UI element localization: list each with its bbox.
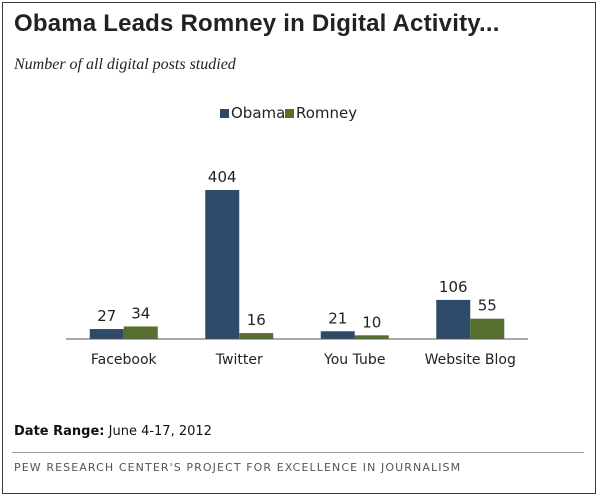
bar-romney-facebook	[123, 326, 158, 339]
data-label-romney-facebook: 34	[131, 304, 150, 322]
date-range-value: June 4-17, 2012	[108, 424, 212, 439]
data-label-obama-facebook: 27	[97, 307, 116, 325]
legend-label-obama: Obama	[231, 104, 285, 122]
bar-obama-website-blog	[436, 299, 471, 339]
chart-title: Obama Leads Romney in Digital Activity..…	[14, 10, 500, 37]
chart-subtitle: Number of all digital posts studied	[14, 56, 236, 73]
data-label-obama-twitter: 404	[208, 168, 237, 186]
source-credit: PEW RESEARCH CENTER'S PROJECT FOR EXCELL…	[14, 461, 462, 474]
chart-frame	[2, 2, 596, 494]
data-label-obama-website-blog: 106	[439, 278, 468, 296]
bar-obama-facebook	[89, 329, 124, 339]
legend-label-romney: Romney	[296, 104, 357, 122]
data-label-romney-website-blog: 55	[478, 297, 497, 315]
bar-obama-twitter	[205, 190, 240, 339]
bar-romney-website-blog	[470, 318, 505, 339]
category-label-facebook: Facebook	[91, 352, 158, 368]
category-label-website-blog: Website Blog	[425, 352, 516, 368]
category-label-you-tube: You Tube	[323, 352, 385, 368]
data-label-romney-you-tube: 10	[362, 313, 381, 331]
date-range: Date Range: June 4-17, 2012	[14, 424, 212, 439]
category-label-twitter: Twitter	[215, 352, 263, 368]
legend-swatch-romney	[285, 109, 294, 118]
data-label-romney-twitter: 16	[247, 311, 266, 329]
bar-romney-twitter	[239, 333, 274, 339]
legend-swatch-obama	[220, 109, 229, 118]
bar-romney-you-tube	[354, 335, 389, 339]
bar-obama-you-tube	[320, 331, 355, 339]
footer-divider	[12, 452, 584, 453]
data-label-obama-you-tube: 21	[328, 309, 347, 327]
date-range-label: Date Range:	[14, 424, 105, 439]
